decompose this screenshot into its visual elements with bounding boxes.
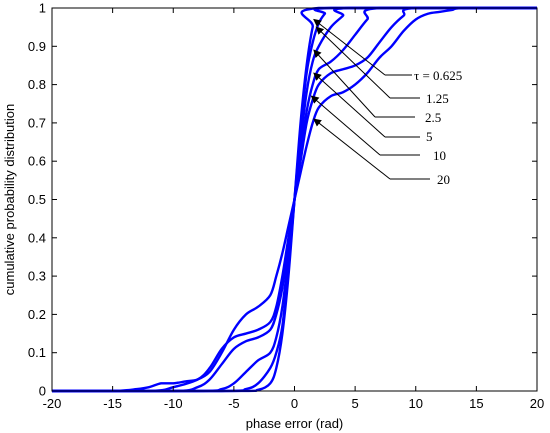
x-ticks-group: -20 -15 -10 -5 0 5 10 15 20	[43, 8, 544, 411]
y-tick-label: 0.3	[28, 269, 46, 284]
y-tick-label: 0	[39, 384, 46, 399]
x-tick-label: -15	[103, 396, 122, 411]
y-tick-label: 0.2	[28, 307, 46, 322]
x-tick-label: 0	[291, 396, 298, 411]
y-tick-label: 0.9	[28, 39, 46, 54]
y-axis-label: cumulative probability distribution	[2, 104, 17, 295]
y-tick-label: 1	[39, 1, 46, 16]
annotation-label-5: 5	[426, 129, 433, 144]
curves-group	[52, 6, 537, 393]
x-tick-label: -10	[164, 396, 183, 411]
annotation-arrow	[313, 18, 386, 76]
x-tick-label: -5	[228, 396, 240, 411]
y-ticks-group: 0 0.1 0.2 0.3 0.4 0.5 0.6 0.7 0.8 0.9 1	[28, 1, 537, 399]
annotation-arrow	[313, 49, 376, 118]
annotation-label-1p25: 1.25	[426, 91, 449, 106]
annotation-arrow	[313, 72, 386, 138]
annotation-label-0p625: τ = 0.625	[414, 68, 462, 83]
y-tick-label: 0.8	[28, 77, 46, 92]
y-tick-label: 0.5	[28, 192, 46, 207]
annotation-arrow	[313, 118, 391, 180]
x-tick-label: 10	[409, 396, 423, 411]
annotation-label-20: 20	[437, 172, 450, 187]
y-tick-label: 0.7	[28, 115, 46, 130]
x-axis-label: phase error (rad)	[246, 416, 344, 431]
annotation-label-10: 10	[433, 148, 446, 163]
annotation-arrow	[310, 95, 381, 156]
y-tick-label: 0.1	[28, 345, 46, 360]
y-tick-label: 0.6	[28, 154, 46, 169]
annotation-arrow	[315, 26, 391, 99]
x-tick-label: -20	[43, 396, 62, 411]
x-tick-label: 5	[352, 396, 359, 411]
x-tick-label: 15	[469, 396, 483, 411]
annotations-group: τ = 0.625 1.25 2.5 510 20	[310, 18, 462, 187]
series-line-20	[52, 6, 537, 393]
y-tick-label: 0.4	[28, 230, 46, 245]
series-line-2p5	[52, 6, 537, 393]
x-tick-label: 20	[530, 396, 544, 411]
annotation-label-2p5: 2.5	[425, 110, 441, 125]
